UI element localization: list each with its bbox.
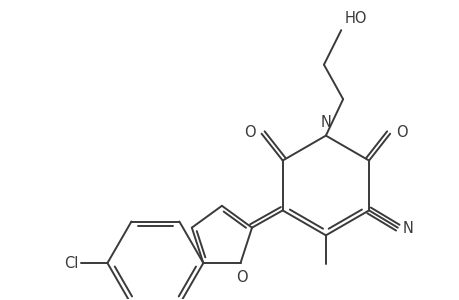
Text: Cl: Cl	[64, 256, 78, 271]
Text: O: O	[235, 270, 247, 285]
Text: N: N	[402, 221, 413, 236]
Text: HO: HO	[344, 11, 367, 26]
Text: N: N	[320, 115, 330, 130]
Text: O: O	[244, 125, 255, 140]
Text: O: O	[395, 125, 407, 140]
